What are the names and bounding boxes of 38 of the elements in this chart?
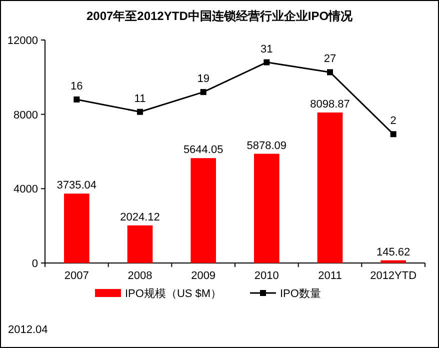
bar [254, 154, 280, 263]
y-tick-label: 8000 [14, 109, 38, 122]
data-label: 2024.12 [120, 211, 160, 224]
legend-label: IPO数量 [280, 288, 321, 300]
y-tick-label: 4000 [14, 184, 38, 196]
x-tick-label: 2011 [318, 270, 342, 282]
chart-title: 2007年至2012YTD中国连锁经营行业企业IPO情况 [86, 9, 354, 23]
data-label: 31 [260, 43, 273, 56]
x-tick-label: 2009 [191, 270, 216, 282]
text: 2012.04 [8, 324, 48, 336]
x-tick-label: 2007 [64, 270, 89, 282]
point [390, 131, 396, 138]
legend-label: IPO规模（US $M） [125, 288, 222, 300]
data-label: 27 [324, 53, 336, 66]
x-tick-label: 2008 [128, 270, 152, 282]
data-label: 8098.87 [310, 98, 350, 110]
bar [127, 225, 153, 263]
y-tick-label: 0 [32, 258, 38, 270]
point [200, 89, 206, 96]
bar [317, 112, 343, 263]
point [74, 96, 80, 102]
data-label: 11 [134, 92, 146, 105]
y-tick-label: 12000 [7, 35, 38, 47]
data-label: 5878.09 [246, 140, 287, 152]
bar [190, 158, 216, 263]
bar [380, 260, 406, 263]
data-label: 145.62 [376, 246, 410, 258]
x-tick-label: 2012YTD [370, 270, 417, 282]
bar [64, 194, 90, 263]
data-label: 3735.04 [56, 180, 97, 192]
data-label: 16 [70, 80, 83, 92]
data-label: 2 [390, 115, 396, 128]
point [327, 69, 333, 76]
point [264, 59, 270, 66]
data-label: 19 [197, 73, 210, 86]
point [137, 108, 143, 115]
data-label: 5644.05 [183, 144, 224, 156]
x-tick-label: 2010 [254, 270, 279, 282]
